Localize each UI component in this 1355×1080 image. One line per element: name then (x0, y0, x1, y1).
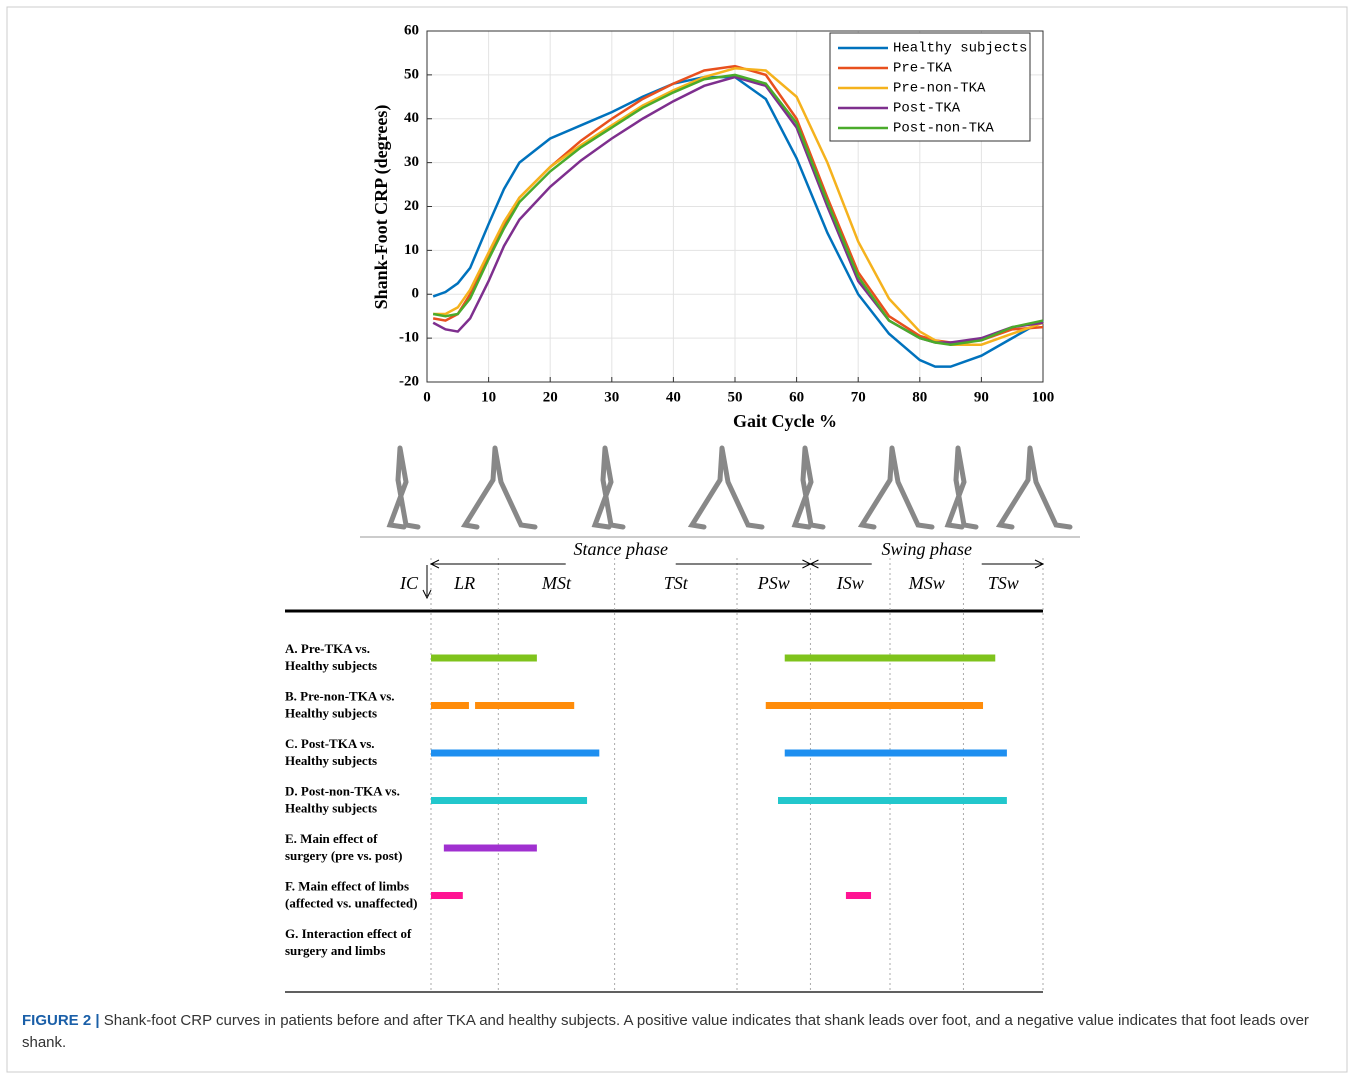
skeleton-figure (386, 445, 421, 530)
significance-bar (431, 892, 463, 899)
row-label: surgery (pre vs. post) (285, 848, 402, 863)
skeleton-figure (791, 445, 826, 530)
y-tick-label: 50 (404, 66, 419, 82)
significance-bar (845, 892, 872, 899)
row-label: Healthy subjects (285, 753, 377, 768)
significance-bar (431, 749, 600, 757)
y-tick-label: 60 (404, 22, 419, 38)
skeleton-figure (460, 445, 538, 530)
series-line (432, 73, 1044, 346)
x-tick-label: 60 (789, 389, 804, 405)
row-label: F. Main effect of limbs (285, 878, 409, 893)
x-tick-label: 80 (912, 389, 927, 405)
significance-bar (431, 654, 537, 662)
ic-arrow-head (422, 589, 432, 600)
stance-label: Stance phase (573, 539, 667, 559)
y-tick-label: -10 (399, 330, 419, 346)
series-line (433, 67, 1044, 346)
skeleton-figures (386, 445, 1073, 530)
caption: FIGURE 2 | Shank-foot CRP curves in pati… (22, 1010, 1312, 1054)
significance-bar (475, 702, 575, 709)
row-label: Healthy subjects (285, 800, 377, 815)
x-tick-label: 20 (543, 389, 558, 405)
significance-bar (784, 749, 1007, 757)
x-tick-label: 30 (604, 389, 619, 405)
phase-label: LR (453, 573, 475, 593)
skeleton-figure (591, 445, 626, 530)
row-label: Healthy subjects (285, 705, 377, 720)
row-label: E. Main effect of (285, 831, 378, 846)
x-axis-label: Gait Cycle % (733, 411, 837, 431)
y-tick-label: 20 (404, 198, 419, 214)
row-label: surgery and limbs (285, 943, 385, 958)
row-label: Healthy subjects (285, 658, 377, 673)
row-label: G. Interaction effect of (285, 926, 412, 941)
x-tick-label: 50 (728, 389, 743, 405)
legend-label: Healthy subjects (893, 41, 1027, 57)
significance-bar (443, 844, 537, 852)
arrow-head (809, 559, 819, 569)
legend-label: Post-TKA (893, 101, 961, 117)
x-tick-label: 10 (481, 389, 496, 405)
row-label: (affected vs. unaffected) (285, 895, 417, 910)
significance-bar (778, 797, 1007, 804)
swing-label: Swing phase (881, 539, 972, 559)
arrow-head (429, 559, 440, 569)
significance-bar (784, 654, 996, 662)
figure-border (6, 6, 1348, 1073)
caption-label: FIGURE 2 | (22, 1012, 100, 1029)
y-tick-label: 30 (404, 154, 419, 170)
skeleton-figure (995, 445, 1073, 530)
legend-label: Pre-TKA (893, 61, 952, 77)
legend-label: Post-non-TKA (893, 121, 994, 137)
x-tick-label: 0 (423, 389, 431, 405)
skeleton-figure (857, 445, 935, 530)
skeleton-figure (687, 445, 765, 530)
x-tick-label: 90 (974, 389, 989, 405)
arrow-head (1034, 559, 1045, 569)
phase-label: TSt (664, 573, 689, 593)
x-tick-label: 100 (1032, 389, 1055, 405)
row-label: B. Pre-non-TKA vs. (285, 688, 395, 703)
phase-label: MSt (541, 573, 572, 593)
phase-label: MSw (908, 573, 945, 593)
x-tick-label: 70 (851, 389, 866, 405)
y-tick-label: 10 (404, 242, 419, 258)
phase-label: PSw (757, 573, 790, 593)
phase-label: ISw (836, 573, 864, 593)
caption-text: Shank-foot CRP curves in patients before… (22, 1012, 1309, 1051)
skeleton-figure (944, 445, 979, 530)
significance-bar (431, 797, 588, 804)
plot-frame (426, 30, 1044, 383)
significance-bar (431, 702, 469, 709)
row-label: A. Pre-TKA vs. (285, 641, 370, 656)
row-label: C. Post-TKA vs. (285, 736, 375, 751)
phase-label: IC (399, 573, 419, 593)
y-tick-label: -20 (399, 373, 419, 389)
phase-label: TSw (988, 573, 1019, 593)
y-axis-label: Shank-Foot CRP (degrees) (371, 105, 392, 310)
legend-label: Pre-non-TKA (893, 81, 986, 97)
y-tick-label: 0 (412, 286, 420, 302)
significance-bar (765, 702, 984, 709)
x-tick-label: 40 (666, 389, 681, 405)
row-label: D. Post-non-TKA vs. (285, 783, 400, 798)
y-tick-label: 40 (404, 110, 419, 126)
